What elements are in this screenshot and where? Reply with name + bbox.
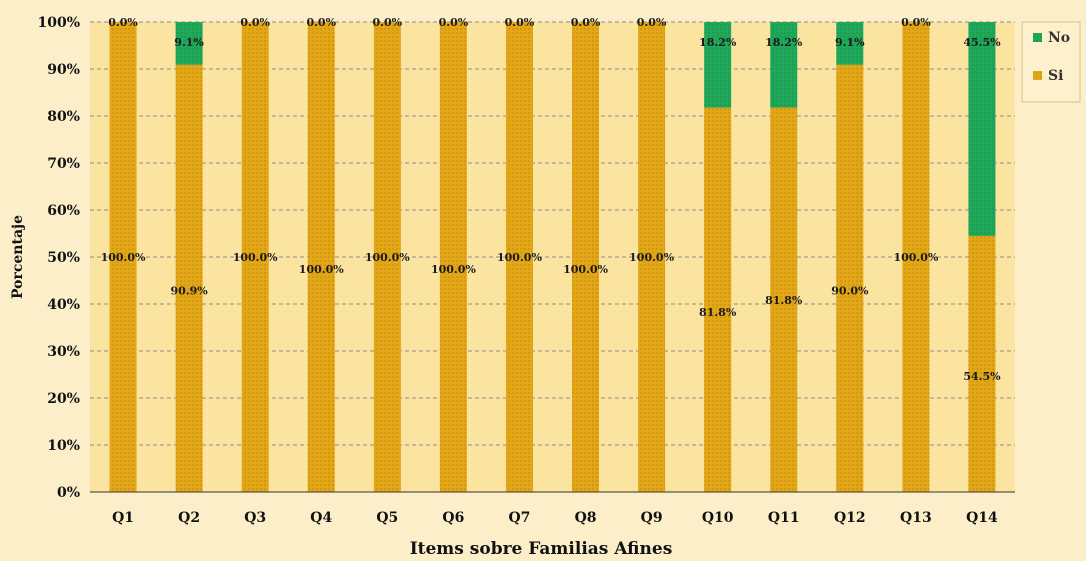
data-label-si-q2: 90.9% [170,284,208,297]
legend-label-no: No [1048,30,1070,46]
x-tick-label: Q7 [508,510,530,526]
x-axis-ticks: Q1 Q2 Q3 Q4 Q5 Q6 Q7 Q8 Q9 Q10 Q11 Q12 Q13 Q14 [112,510,998,526]
legend: No Si [1021,21,1081,103]
y-tick-label: 30% [47,344,80,360]
data-label-no-q6: 0.0% [439,16,469,29]
bar-no-q14 [968,22,996,236]
y-tick-label: 20% [47,391,80,407]
bar-si-q11 [770,107,798,492]
data-label-si-q11: 81.8% [765,294,803,307]
x-tick-label: Q1 [112,510,134,526]
bars: 100.0% 0.0% 90.9% 9.1% 100.0% 0.0% 100.0% 0.0% 1… [101,16,1001,493]
legend-swatch-si [1033,71,1042,80]
y-tick-label: 80% [47,109,80,125]
data-label-si-q8: 100.0% [563,263,608,276]
data-label-si-q7: 100.0% [497,251,542,264]
y-tick-label: 60% [47,203,80,219]
bar-no-q12 [836,22,864,65]
bar-si-q7 [505,22,533,492]
x-tick-label: Q9 [641,510,663,526]
y-tick-label: 70% [47,156,80,172]
legend-swatch-no [1033,33,1042,42]
x-tick-label: Q5 [376,510,398,526]
data-label-si-q6: 100.0% [431,263,476,276]
data-label-no-q5: 0.0% [373,16,403,29]
bar-si-q9 [638,22,666,492]
bar-si-q3 [241,22,269,492]
data-label-si-q1: 100.0% [101,251,146,264]
y-axis-ticks: 0% 10% 20% 30% 40% 50% 60% 70% 80% 90% 100% [37,15,80,501]
data-label-si-q5: 100.0% [365,251,410,264]
data-label-no-q1: 0.0% [108,16,138,29]
y-axis-title: Porcentaje [10,215,26,299]
data-label-no-q14: 45.5% [963,36,1001,49]
data-label-no-q12: 9.1% [835,36,865,49]
y-tick-label: 90% [47,62,80,78]
data-label-no-q2: 9.1% [174,36,204,49]
y-tick-label: 100% [37,15,80,31]
x-tick-label: Q4 [310,510,332,526]
data-label-no-q11: 18.2% [765,36,803,49]
bar-si-q10 [704,107,732,492]
x-tick-label: Q8 [575,510,597,526]
data-label-si-q4: 100.0% [299,263,344,276]
bar-no-q2 [175,22,203,65]
x-axis-title: Items sobre Familias Afines [410,539,673,559]
bar-no-q10 [704,22,732,108]
data-label-si-q12: 90.0% [831,284,869,297]
data-label-no-q9: 0.0% [637,16,667,29]
x-tick-label: Q3 [244,510,266,526]
data-label-si-q9: 100.0% [629,251,674,264]
x-tick-label: Q11 [768,510,800,526]
bar-si-q6 [439,22,467,492]
bar-si-q2 [175,64,203,493]
data-label-no-q4: 0.0% [306,16,336,29]
x-tick-label: Q13 [900,510,932,526]
data-label-si-q14: 54.5% [963,370,1001,383]
bar-si-q13 [902,22,930,492]
data-label-si-q3: 100.0% [233,251,278,264]
x-tick-label: Q12 [834,510,866,526]
bar-si-q4 [307,22,335,492]
y-tick-label: 40% [47,297,80,313]
bar-si-q14 [968,235,996,492]
bar-si-q5 [373,22,401,492]
data-label-no-q3: 0.0% [240,16,270,29]
legend-label-si: Si [1048,68,1063,84]
x-tick-label: Q14 [966,510,998,526]
data-label-si-q10: 81.8% [699,306,737,319]
y-tick-label: 50% [47,250,80,266]
bar-si-q1 [109,22,137,492]
bar-si-q12 [836,64,864,493]
data-label-no-q7: 0.0% [505,16,535,29]
legend-box [1021,21,1081,103]
bar-no-q11 [770,22,798,108]
data-label-no-q8: 0.0% [571,16,601,29]
data-label-no-q13: 0.0% [901,16,931,29]
x-tick-label: Q2 [178,510,200,526]
x-tick-label: Q10 [702,510,734,526]
x-tick-label: Q6 [442,510,464,526]
bar-si-q8 [572,22,600,492]
y-tick-label: 10% [47,438,80,454]
data-label-si-q13: 100.0% [893,251,938,264]
data-label-no-q10: 18.2% [699,36,737,49]
y-tick-label: 0% [57,485,80,501]
